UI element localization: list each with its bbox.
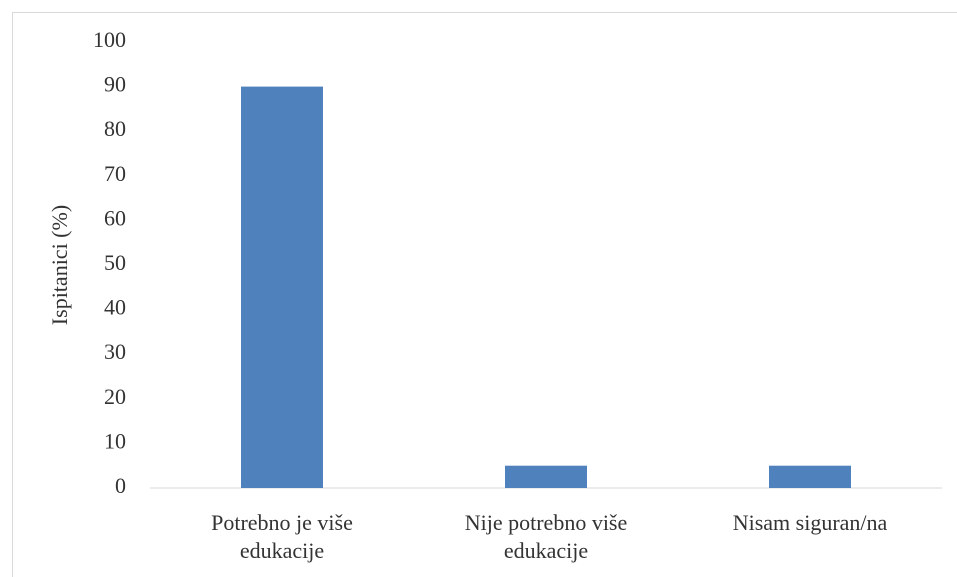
bar — [505, 465, 587, 488]
y-tick-label: 90 — [104, 72, 126, 97]
y-tick-label: 60 — [104, 205, 126, 230]
x-tick-label: Nije potrebno više edukacije — [464, 510, 628, 563]
y-tick-label: 20 — [104, 384, 126, 409]
y-tick-label: 70 — [104, 161, 126, 186]
y-tick-label: 0 — [115, 473, 126, 498]
chart-border — [12, 12, 957, 577]
bar — [241, 86, 323, 488]
y-tick-label: 100 — [93, 27, 126, 52]
x-tick-label: Potrebno je više edukacije — [211, 510, 353, 563]
y-tick-label: 30 — [104, 339, 126, 364]
y-tick-label: 40 — [104, 295, 126, 320]
y-axis-label: Ispitanici (%) — [47, 205, 72, 325]
y-tick-label: 10 — [104, 428, 126, 453]
bar — [769, 465, 851, 488]
x-tick-label: Nisam siguran/na — [732, 510, 888, 535]
y-tick-label: 80 — [104, 116, 126, 141]
y-tick-label: 50 — [104, 250, 126, 275]
